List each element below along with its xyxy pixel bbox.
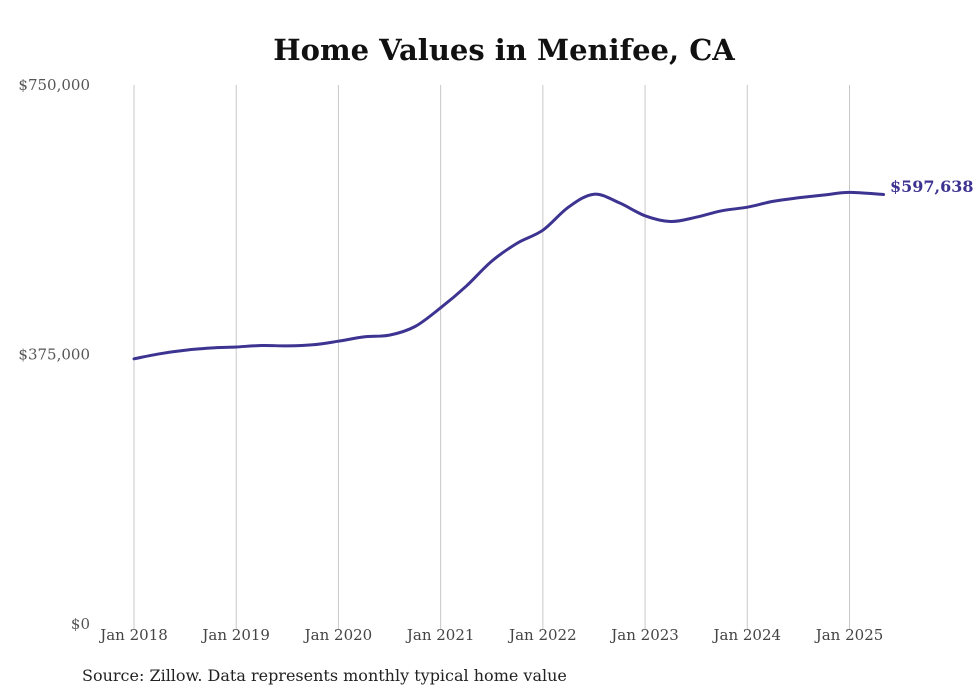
latest-value-label: $597,638 <box>890 177 974 196</box>
x-tick-label: Jan 2021 <box>405 626 475 644</box>
x-tick-label: Jan 2023 <box>609 626 679 644</box>
x-tick-label: Jan 2018 <box>98 626 168 644</box>
x-tick-label: Jan 2025 <box>814 626 884 644</box>
home-value-line <box>132 190 885 361</box>
x-axis-ticks: Jan 2018 Jan 2019 Jan 2020 Jan 2021 Jan 2022… <box>98 626 883 644</box>
x-tick-label: Jan 2022 <box>507 626 577 644</box>
x-gridlines <box>133 85 850 630</box>
source-note: Source: Zillow. Data represents monthly … <box>82 666 567 685</box>
x-tick-label: Jan 2024 <box>712 626 782 644</box>
y-tick-label: $750,000 <box>18 76 90 94</box>
x-tick-label: Jan 2019 <box>200 626 270 644</box>
y-tick-label: $0 <box>71 615 90 633</box>
x-tick-label: Jan 2020 <box>303 626 373 644</box>
y-axis-ticks: $0 $375,000 $750,000 <box>18 76 90 633</box>
chart-title: Home Values in Menifee, CA <box>273 33 735 67</box>
y-tick-label: $375,000 <box>18 346 90 364</box>
